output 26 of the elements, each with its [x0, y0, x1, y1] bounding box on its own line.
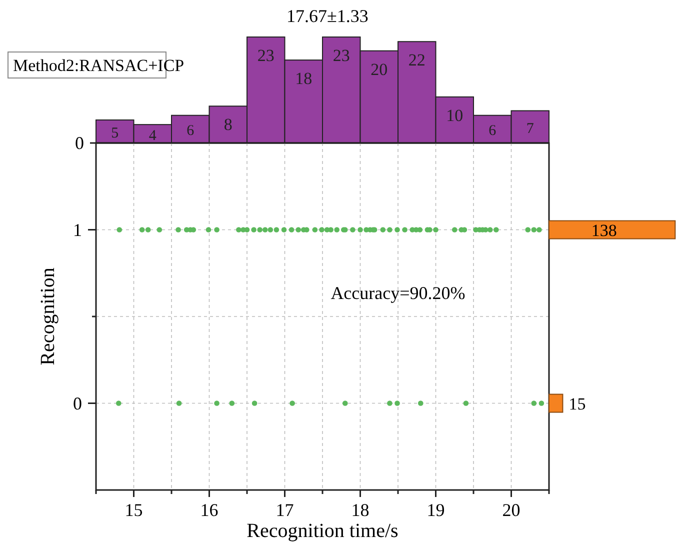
- data-label: 23: [332, 46, 350, 65]
- x-tick-label: 16: [200, 500, 218, 520]
- data-label: 20: [370, 60, 388, 79]
- y-tick-label: 1: [73, 220, 82, 240]
- data-label: 18: [295, 69, 312, 88]
- x-tick-label: 18: [351, 500, 370, 520]
- y-axis-title: Recognition: [37, 268, 59, 366]
- data-label: 10: [446, 106, 464, 125]
- x-tick-label: 20: [502, 500, 520, 520]
- chart-title: 17.67±1.33: [286, 6, 368, 26]
- data-label: 22: [408, 50, 426, 70]
- x-tick-label: 15: [124, 500, 143, 520]
- data-label: 138: [591, 220, 617, 240]
- data-label: 7: [526, 120, 534, 137]
- data-label: 6: [186, 123, 195, 140]
- data-label: 15: [568, 394, 586, 414]
- x-axis-title: Recognition time/s: [246, 520, 399, 542]
- data-label: 5: [111, 125, 119, 142]
- data-label: 23: [257, 46, 274, 65]
- data-label: 6: [488, 123, 497, 140]
- annotation: Method2:RANSAC+ICP: [13, 56, 184, 75]
- x-tick-label: 17: [276, 500, 294, 520]
- x-tick-label: 19: [426, 500, 445, 520]
- annotation: Accuracy=90.20%: [330, 283, 466, 304]
- data-label: 8: [224, 115, 232, 134]
- data-label: 4: [148, 128, 157, 144]
